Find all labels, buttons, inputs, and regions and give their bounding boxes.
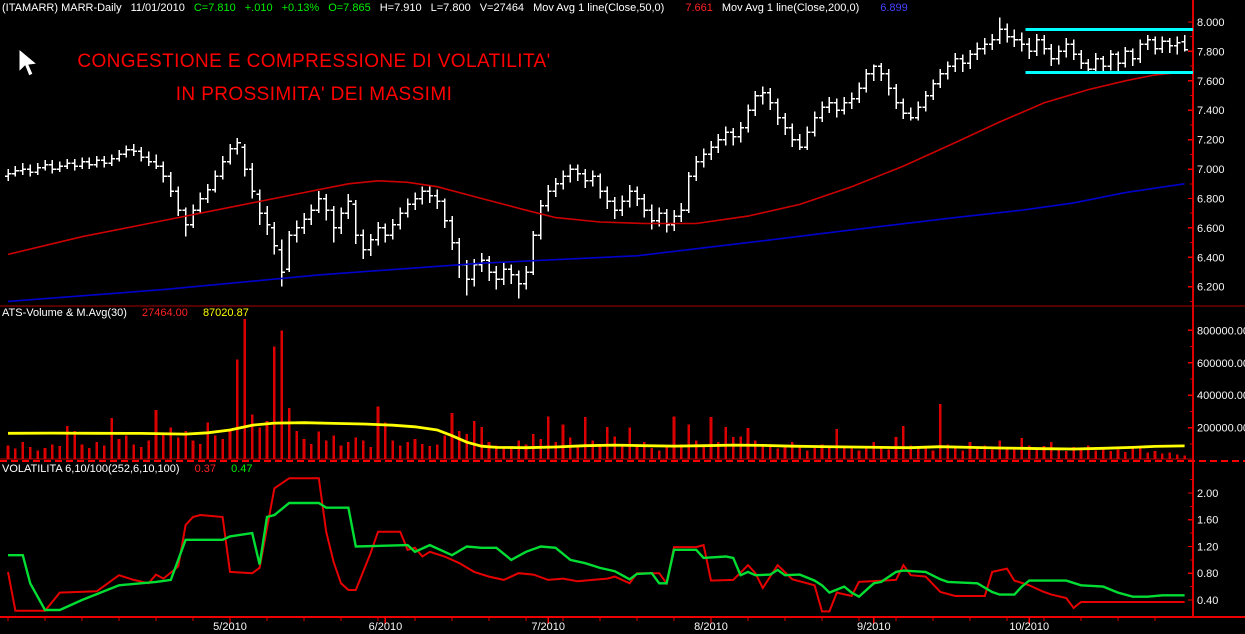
volume-axis-label: 200000.00: [1197, 423, 1245, 435]
volume-current-value: 27464.00: [141, 307, 188, 319]
volatility-panel-header: VOLATILITA 6,10/100(252,6,10,100) 0.37 0…: [2, 463, 265, 475]
volatility-panel-title: VOLATILITA 6,10/100(252,6,10,100): [2, 463, 180, 475]
annotation-line-1: CONGESTIONE E COMPRESSIONE DI VOLATILITA…: [77, 51, 551, 72]
volume-ma-value: 87020.87: [202, 307, 249, 319]
volatility-green-value: 0.47: [231, 463, 253, 475]
quote-change-pct: +0.13%: [281, 1, 320, 14]
quote-open: O=7.865: [328, 1, 371, 14]
price-axis-label: 7.600: [1197, 76, 1225, 88]
price-axis-label: 6.400: [1197, 252, 1225, 264]
ma200-label: Mov Avg 1 line(Close,200,0): [721, 1, 860, 14]
x-axis-month-label: 5/2010: [213, 621, 247, 633]
price-axis-label: 6.600: [1197, 223, 1225, 235]
price-axis-label: 6.200: [1197, 282, 1225, 294]
volatility-axis-label: 2.00: [1197, 488, 1218, 500]
chart-annotation: CONGESTIONE E COMPRESSIONE DI VOLATILITA…: [46, 45, 582, 111]
price-axis-label: 8.000: [1197, 17, 1225, 29]
quote-close: C=7.810: [193, 1, 236, 14]
price-axis-label: 7.400: [1197, 105, 1225, 117]
ma50-value: 7.661: [685, 1, 713, 14]
chart-header-bar: (ITAMARR) MARR-Daily 11/01/2010 C=7.810 …: [2, 1, 917, 14]
annotation-line-2: IN PROSSIMITA' DEI MASSIMI: [175, 84, 453, 105]
quote-high: H=7.910: [379, 1, 422, 14]
price-axis-label: 7.200: [1197, 135, 1225, 147]
volatility-red-value: 0.37: [194, 463, 217, 475]
x-axis-month-label: 7/2010: [531, 621, 565, 633]
volatility-axis-label: 0.40: [1197, 595, 1218, 607]
x-axis-month-label: 9/2010: [857, 621, 891, 633]
price-axis-label: 6.800: [1197, 193, 1225, 205]
volume-axis-label: 800000.00: [1197, 325, 1245, 337]
volume-ma30-line: [7, 421, 1185, 451]
ohlc-price-bars: [4, 17, 1188, 299]
volatility-red-line: [7, 477, 1185, 613]
ma50-line: [7, 71, 1185, 256]
ma50-label: Mov Avg 1 line(Close,50,0): [533, 1, 665, 14]
volatility-axis-label: 0.80: [1197, 568, 1218, 580]
volume-bars: [6, 319, 1186, 459]
price-axis-label: 7.800: [1197, 46, 1225, 58]
symbol-title: (ITAMARR) MARR-Daily: [2, 1, 122, 14]
volume-panel-header: ATS-Volume & M.Avg(30) 27464.00 87020.87: [2, 307, 261, 319]
quote-volume: V=27464: [479, 1, 525, 14]
volume-axis-label: 400000.00: [1197, 390, 1245, 402]
x-axis-month-label: 10/2010: [1009, 621, 1049, 633]
price-axis-label: 7.000: [1197, 164, 1225, 176]
mouse-cursor-icon: [18, 48, 39, 77]
quote-date: 11/01/2010: [130, 1, 185, 14]
volume-panel-title: ATS-Volume & M.Avg(30): [2, 307, 127, 319]
volatility-axis-label: 1.60: [1197, 515, 1218, 527]
quote-change: +.010: [244, 1, 273, 14]
volume-axis-label: 600000.00: [1197, 358, 1245, 370]
ma200-value: 6.899: [880, 1, 908, 14]
volatility-axis-label: 1.20: [1197, 541, 1218, 553]
quote-low: L=7.800: [430, 1, 471, 14]
x-axis-month-label: 6/2010: [369, 621, 403, 633]
ma200-line: [7, 183, 1185, 303]
x-axis-month-label: 8/2010: [694, 621, 728, 633]
volatility-green-line: [8, 501, 1185, 612]
